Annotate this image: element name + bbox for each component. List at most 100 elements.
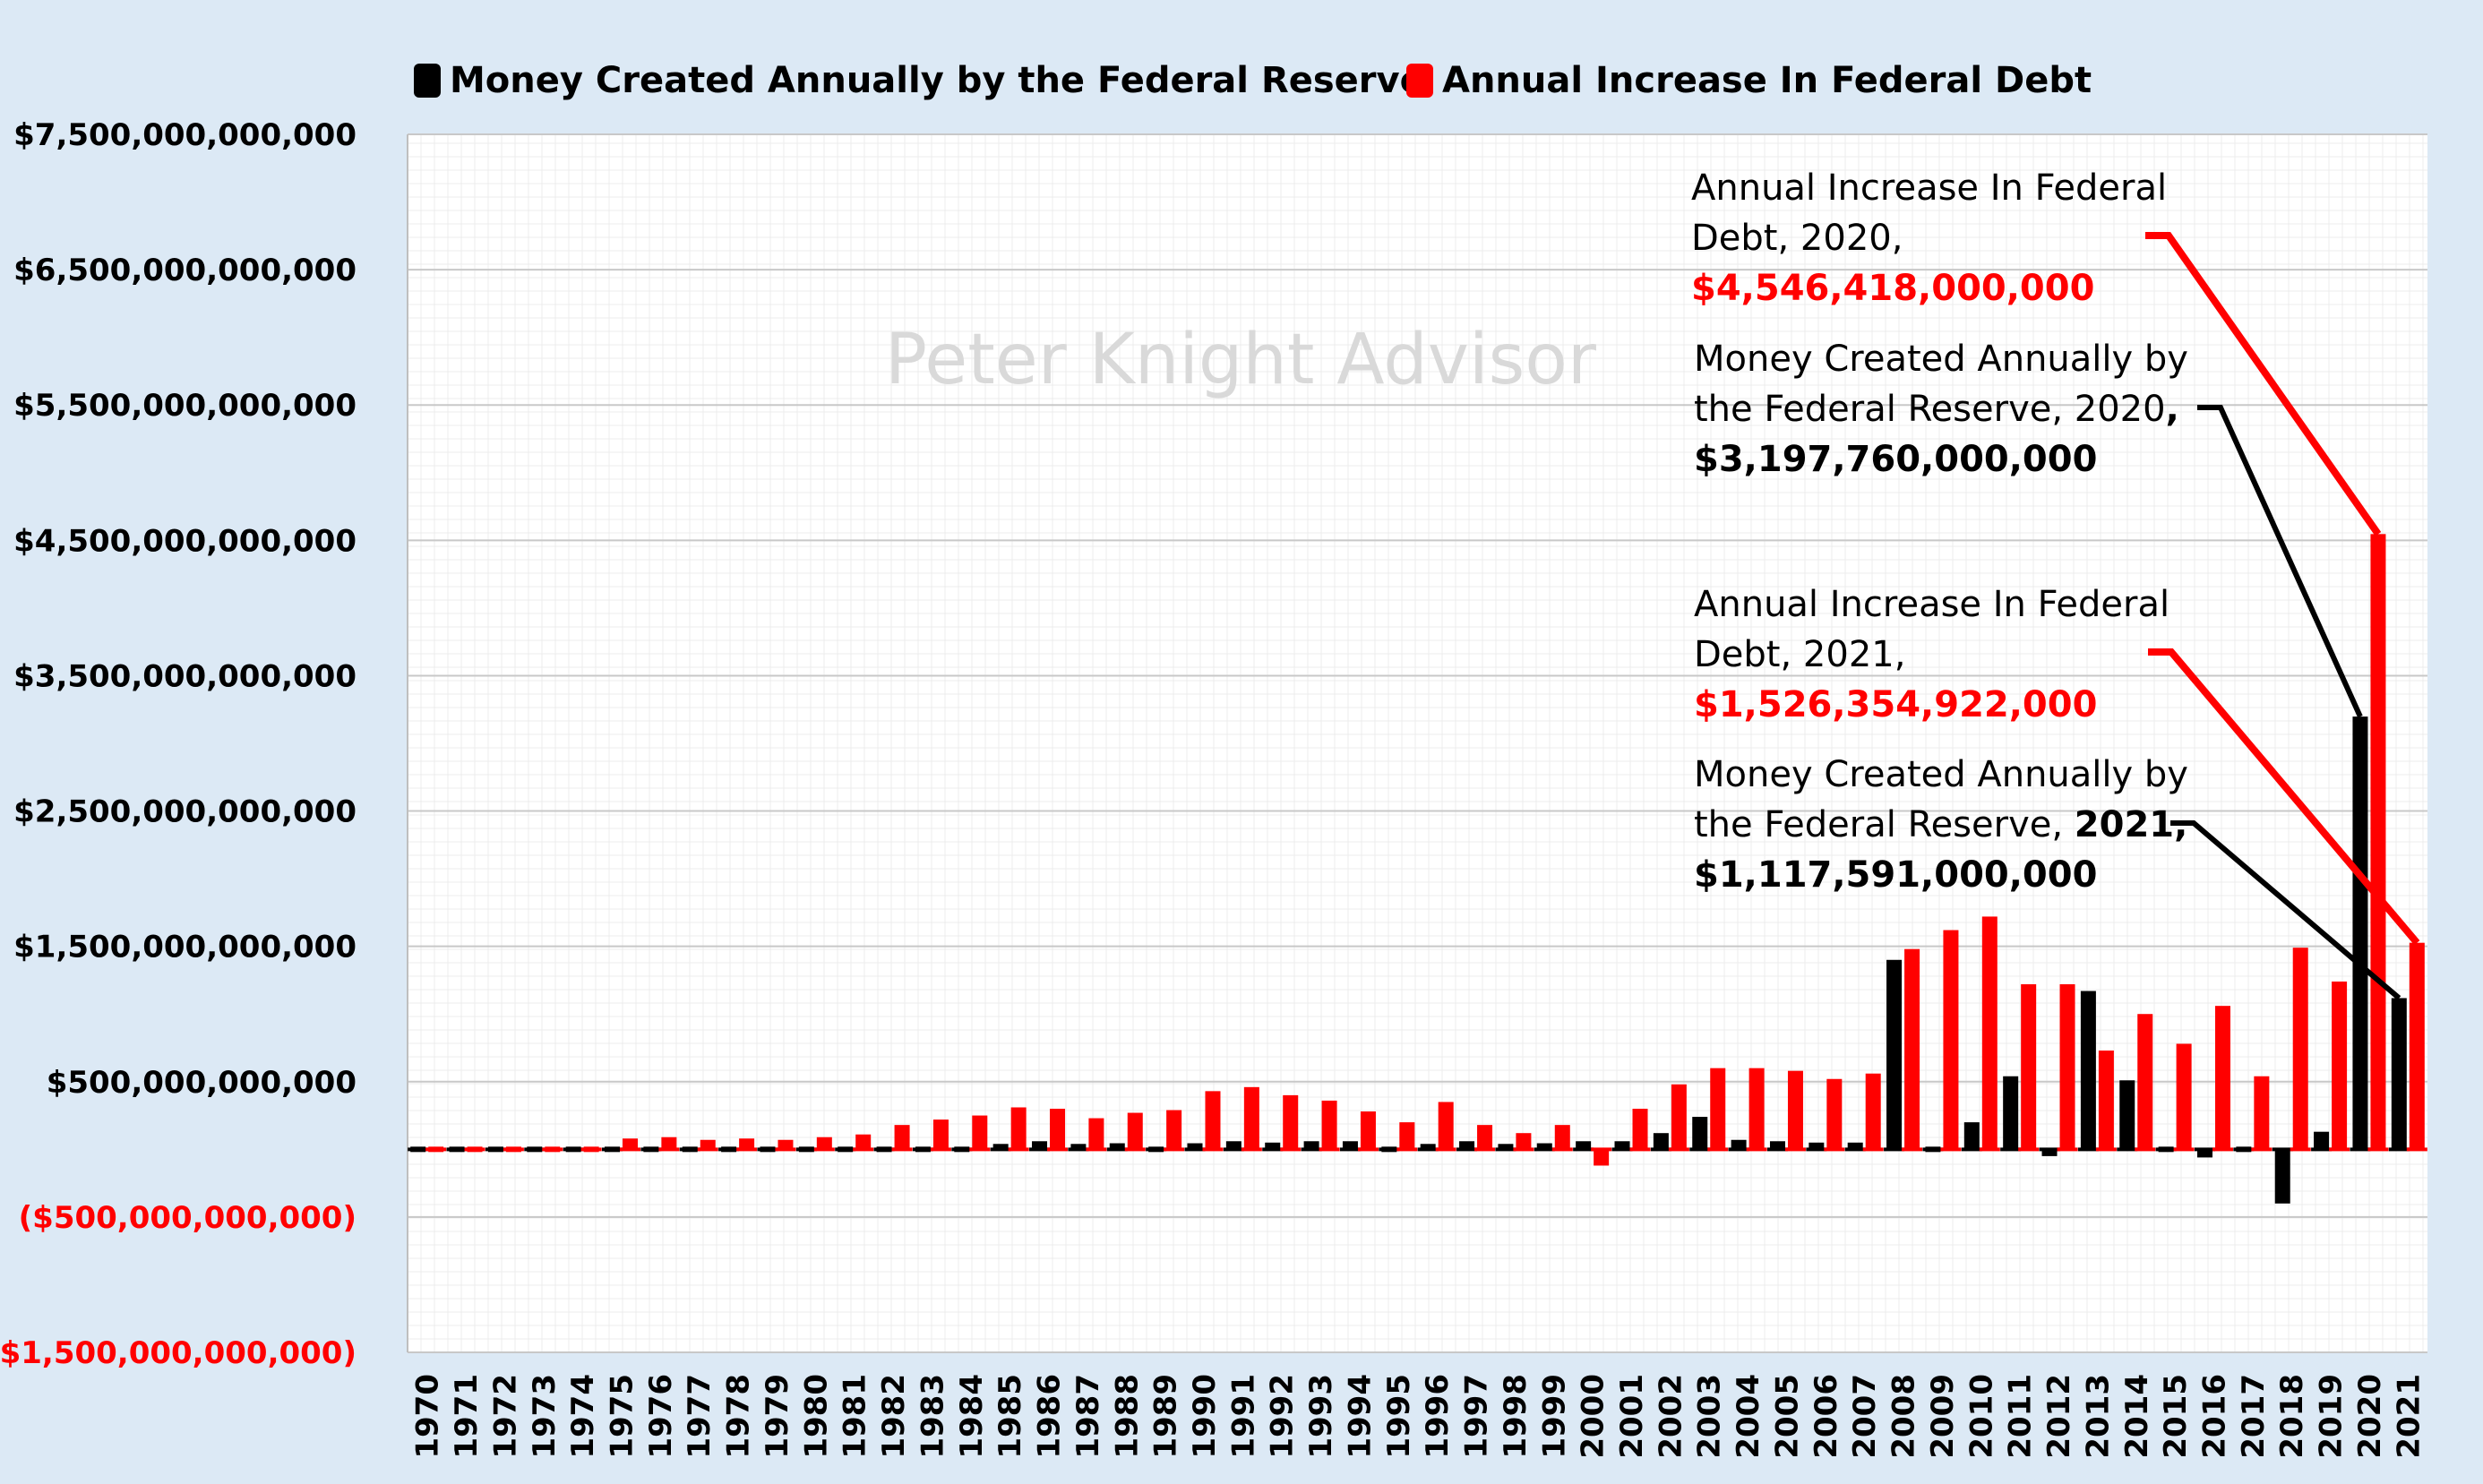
annotations: Annual Increase In Federal Debt, 2020, $4,… xyxy=(1691,167,2420,1000)
y-tick-label: $4,500,000,000,000 xyxy=(13,523,357,559)
debt-increase-bar xyxy=(1088,1118,1104,1150)
x-tick-label: 1976 xyxy=(643,1374,679,1459)
plot-area xyxy=(408,134,2427,1352)
fed-money-bar xyxy=(1070,1144,1087,1150)
x-tick-label: 2014 xyxy=(2119,1374,2155,1459)
x-tick-label: 2002 xyxy=(1653,1374,1688,1459)
fed-money-bar xyxy=(1187,1143,1203,1150)
x-tick-label: 1990 xyxy=(1187,1374,1223,1459)
x-tick-label: 2010 xyxy=(1963,1374,1999,1459)
debt-increase-bar xyxy=(1671,1084,1687,1150)
fed-money-bar xyxy=(2003,1076,2019,1150)
debt-increase-bar xyxy=(894,1125,910,1150)
annotation-line1: Money Created Annually by xyxy=(1694,754,2188,795)
debt-increase-bar xyxy=(2409,942,2425,1150)
fed-money-bar xyxy=(1032,1141,1048,1150)
annotation-line2-text: the Federal Reserve, 2020 xyxy=(1694,389,2166,430)
fed-money-bar xyxy=(1109,1143,1125,1150)
y-tick-label: $3,500,000,000,000 xyxy=(13,658,357,694)
debt-increase-bar xyxy=(2292,948,2308,1150)
y-tick-label: $5,500,000,000,000 xyxy=(13,388,357,424)
debt-increase-bar xyxy=(2021,983,2037,1150)
x-tick-label: 1996 xyxy=(1420,1374,1456,1459)
debt-increase-bar xyxy=(1826,1078,1843,1150)
x-tick-label: 1994 xyxy=(1342,1374,1378,1459)
x-tick-label: 2020 xyxy=(2352,1374,2388,1459)
y-tick-label: $6,500,000,000,000 xyxy=(13,253,357,288)
x-tick-label: 2017 xyxy=(2236,1374,2272,1459)
x-tick-label: 1971 xyxy=(449,1374,485,1459)
fed-money-bar xyxy=(1265,1142,1281,1150)
annotation-line2: the Federal Reserve, 2020, xyxy=(1694,389,2179,430)
y-tick-label: $1,500,000,000,000 xyxy=(13,930,357,965)
x-tick-label: 2003 xyxy=(1692,1374,1728,1459)
debt-increase-bar xyxy=(1710,1068,1726,1150)
annotation-callout: Annual Increase In Federal Debt, 2021, $1,… xyxy=(1694,584,2420,946)
annotation-line1: Annual Increase In Federal xyxy=(1694,584,2169,625)
fed-money-bar xyxy=(2119,1080,2135,1150)
debt-increase-bar xyxy=(1438,1102,1454,1150)
x-tick-label: 1980 xyxy=(798,1374,834,1459)
annotation-callout: Money Created Annually by the Federal Res… xyxy=(1694,339,2363,718)
debt-increase-bar xyxy=(1865,1073,1881,1150)
debt-increase-bar xyxy=(2137,1014,2153,1150)
x-tick-label: 1987 xyxy=(1070,1374,1106,1459)
annotation-leader-line xyxy=(2197,405,2363,718)
x-tick-label: 1998 xyxy=(1498,1374,1534,1459)
debt-increase-bar xyxy=(1787,1070,1803,1150)
annotation-line1: Money Created Annually by xyxy=(1694,339,2188,380)
x-tick-label: 1982 xyxy=(876,1374,912,1459)
annotation-line2-text: Debt, 2021, xyxy=(1694,634,1905,675)
x-tick-label: 2008 xyxy=(1886,1374,1922,1459)
annotation-leader-line xyxy=(2170,820,2401,1000)
annotation-line2: the Federal Reserve, 2021, xyxy=(1694,804,2187,845)
debt-increase-bar xyxy=(2098,1051,2114,1150)
fed-money-bar xyxy=(1769,1141,1785,1150)
x-tick-label: 1988 xyxy=(1109,1374,1145,1459)
x-tick-label: 1991 xyxy=(1225,1374,1261,1459)
x-tick-label: 1993 xyxy=(1303,1374,1339,1459)
x-tick-label: 2016 xyxy=(2196,1374,2232,1459)
debt-increase-bar xyxy=(1010,1107,1027,1150)
x-tick-label: 1978 xyxy=(721,1374,757,1459)
debt-increase-bar xyxy=(1321,1100,1337,1150)
fed-money-bar xyxy=(2041,1149,2058,1156)
debt-increase-bar xyxy=(1594,1149,1610,1166)
x-tick-label: 2004 xyxy=(1731,1374,1766,1459)
x-tick-label: 1973 xyxy=(527,1374,563,1459)
x-tick-label: 2009 xyxy=(1925,1374,1961,1459)
y-tick-label: ($500,000,000,000) xyxy=(19,1200,357,1236)
x-tick-label: 1974 xyxy=(565,1374,601,1459)
annotation-leader-line xyxy=(2148,648,2420,946)
annotation-callout: Money Created Annually by the Federal Res… xyxy=(1694,754,2401,1000)
fed-money-bar xyxy=(1536,1143,1552,1150)
debt-increase-bar xyxy=(855,1134,872,1150)
x-tick-label: 2006 xyxy=(1809,1374,1844,1459)
debt-increase-bar xyxy=(932,1119,949,1150)
debt-increase-bar xyxy=(1904,948,1920,1150)
annotation-callout: Annual Increase In Federal Debt, 2020, $4,… xyxy=(1691,167,2382,536)
annotation-line2: Debt, 2021, xyxy=(1694,634,1905,675)
y-tick-label: $2,500,000,000,000 xyxy=(13,794,357,830)
debt-increase-bar xyxy=(1748,1068,1765,1150)
fed-money-bar xyxy=(1498,1144,1514,1150)
fed-money-bar xyxy=(2196,1149,2212,1158)
x-tick-label: 1986 xyxy=(1032,1374,1068,1459)
annotation-value: $1,526,354,922,000 xyxy=(1694,684,2097,725)
x-tick-label: 1979 xyxy=(760,1374,795,1459)
debt-increase-bar xyxy=(739,1138,755,1150)
x-tick-label: 2019 xyxy=(2314,1374,2350,1459)
debt-increase-bar xyxy=(623,1138,639,1150)
legend-swatch-fed xyxy=(414,64,441,98)
y-tick-label: ($1,500,000,000,000) xyxy=(0,1335,357,1371)
debt-increase-bar xyxy=(972,1115,988,1150)
debt-increase-bar xyxy=(1283,1094,1299,1150)
fed-money-bar xyxy=(1653,1133,1669,1150)
x-tick-label: 2013 xyxy=(2080,1374,2116,1459)
annotation-value: $4,546,418,000,000 xyxy=(1691,268,2094,309)
x-tick-label: 2007 xyxy=(1847,1374,1883,1459)
debt-increase-bar xyxy=(1632,1109,1648,1150)
x-tick-label: 1985 xyxy=(992,1374,1028,1459)
debt-increase-bar xyxy=(1399,1122,1415,1150)
